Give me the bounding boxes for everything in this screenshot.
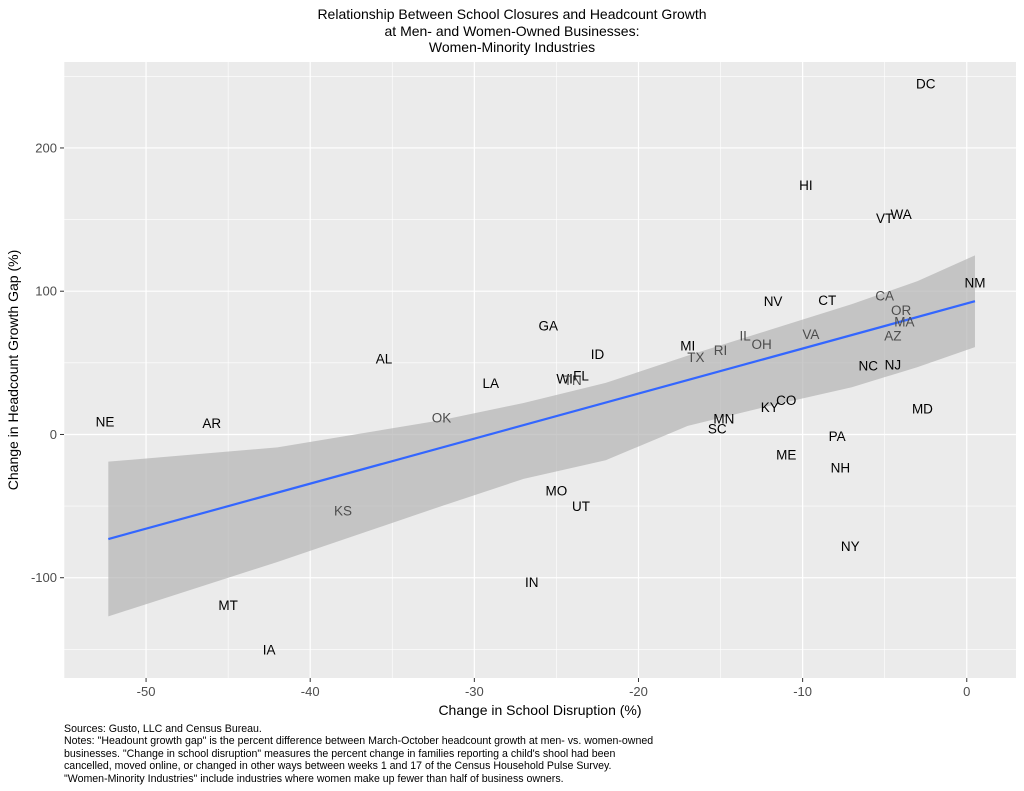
point-label-va: VA (802, 327, 819, 342)
point-label-mt: MT (218, 598, 238, 613)
notes-line: cancelled, moved online, or changed in o… (64, 760, 612, 773)
point-label-mn: MN (713, 412, 734, 427)
point-label-ia: IA (263, 642, 276, 657)
point-label-wa: WA (890, 207, 911, 222)
y-tick-label: 100 (35, 284, 57, 299)
point-label-sc: SC (708, 422, 727, 437)
point-label-hi: HI (799, 178, 813, 193)
point-label-nm: NM (964, 276, 985, 291)
point-label-la: LA (483, 376, 500, 391)
y-tick-label: 0 (50, 427, 57, 442)
x-tick-label: -10 (793, 684, 812, 699)
x-tick-label: -30 (465, 684, 484, 699)
point-label-ga: GA (538, 319, 558, 334)
point-label-ny: NY (841, 539, 860, 554)
point-label-vt: VT (876, 211, 893, 226)
chart-title-line-1: Relationship Between School Closures and… (317, 6, 707, 22)
point-label-dc: DC (916, 76, 936, 91)
point-label-nv: NV (764, 294, 783, 309)
x-tick-label: -20 (629, 684, 648, 699)
point-label-mi: MI (680, 339, 695, 354)
point-label-me: ME (776, 448, 796, 463)
chart-title-line-2: at Men- and Women-Owned Businesses: (384, 23, 640, 39)
x-tick-label: -50 (137, 684, 156, 699)
point-label-ky: KY (761, 400, 779, 415)
notes-line: Sources: Gusto, LLC and Census Bureau. (64, 723, 262, 735)
point-label-ar: AR (202, 416, 221, 431)
point-label-oh: OH (751, 337, 771, 352)
point-label-or: OR (891, 303, 912, 318)
notes-line: "Women-Minority Industries" include indu… (64, 772, 564, 785)
point-label-co: CO (776, 393, 796, 408)
x-tick-label: 0 (963, 684, 970, 699)
point-label-ok: OK (432, 410, 452, 425)
point-label-ca: CA (875, 289, 894, 304)
point-label-ne: NE (96, 415, 115, 430)
point-label-ma: MA (894, 314, 914, 329)
point-label-ct: CT (818, 293, 836, 308)
point-label-wi: WI (556, 372, 573, 387)
point-label-in: IN (525, 575, 539, 590)
point-label-nh: NH (831, 460, 851, 475)
point-label-il: IL (740, 329, 752, 344)
point-label-pa: PA (829, 429, 846, 444)
point-label-nj: NJ (885, 357, 902, 372)
x-axis-title: Change in School Disruption (%) (438, 702, 641, 718)
point-label-ut: UT (572, 499, 590, 514)
point-label-ks: KS (334, 503, 352, 518)
point-label-nc: NC (859, 359, 879, 374)
notes-line: businesses. "Change in school disruption… (64, 747, 616, 760)
point-label-md: MD (912, 402, 933, 417)
y-tick-label: 200 (35, 140, 57, 155)
regression-line (108, 300, 976, 541)
y-axis-title: Change in Headcount Growth Gap (%) (5, 250, 21, 490)
chart-notes: Sources: Gusto, LLC and Census Bureau. N… (64, 723, 653, 785)
point-label-tn: TN (564, 373, 582, 388)
point-label-ri: RI (714, 343, 728, 358)
chart-title-line-3: Women-Minority Industries (428, 39, 596, 55)
point-label-az: AZ (884, 329, 901, 344)
point-label-al: AL (376, 352, 393, 367)
point-label-id: ID (591, 347, 605, 362)
confidence-band (108, 255, 975, 617)
point-label-mo: MO (546, 483, 568, 498)
x-tick-label: -40 (301, 684, 320, 699)
point-label-fl: FL (573, 369, 589, 384)
notes-line: Notes: "Headount growth gap" is the perc… (64, 735, 654, 748)
y-tick-label: -100 (31, 570, 57, 585)
point-label-tx: TX (687, 350, 704, 365)
